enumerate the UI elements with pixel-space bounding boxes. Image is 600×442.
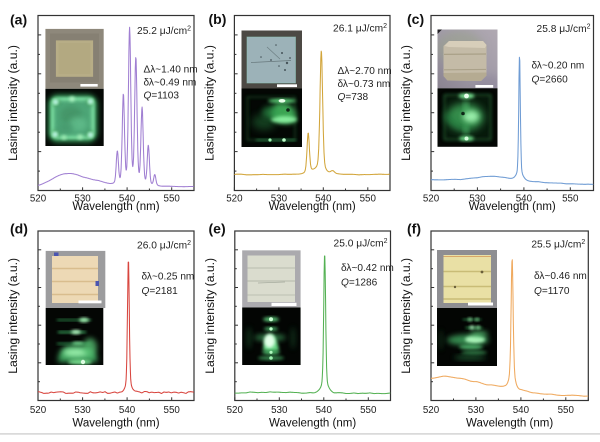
svg-text:Wavelength (nm): Wavelength (nm) (466, 418, 553, 430)
svg-text:550: 550 (558, 405, 575, 416)
svg-text:(b): (b) (209, 11, 227, 27)
svg-text:δλ~0.25 nm: δλ~0.25 nm (142, 272, 195, 283)
svg-text:(f): (f) (407, 221, 421, 237)
svg-text:δλ~0.20 nm: δλ~0.20 nm (532, 61, 585, 72)
svg-text:Q=738: Q=738 (338, 92, 369, 103)
svg-text:δλ~0.49 nm: δλ~0.49 nm (144, 78, 197, 89)
svg-text:520: 520 (423, 405, 440, 416)
svg-text:Q=2660: Q=2660 (532, 75, 569, 86)
svg-text:Wavelength (nm): Wavelength (nm) (72, 418, 159, 430)
svg-text:25.2 μJ/cm2: 25.2 μJ/cm2 (137, 26, 191, 38)
svg-text:26.1 μJ/cm2: 26.1 μJ/cm2 (333, 23, 387, 35)
svg-text:(e): (e) (209, 221, 226, 237)
svg-text:Lasing intensity (a.u.): Lasing intensity (a.u.) (6, 258, 20, 374)
svg-text:Δλ~1.40 nm: Δλ~1.40 nm (144, 65, 198, 76)
svg-text:520: 520 (423, 194, 440, 205)
svg-text:Wavelength (nm): Wavelength (nm) (269, 201, 356, 213)
svg-text:520: 520 (227, 405, 244, 416)
svg-text:550: 550 (164, 194, 181, 205)
svg-text:25.5 μJ/cm2: 25.5 μJ/cm2 (531, 239, 585, 251)
svg-text:520: 520 (30, 194, 47, 205)
svg-text:530: 530 (271, 405, 288, 416)
svg-text:δλ~0.46 nm: δλ~0.46 nm (534, 271, 587, 282)
svg-text:Q=2181: Q=2181 (142, 286, 179, 297)
svg-text:540: 540 (513, 405, 530, 416)
svg-text:Lasing intensity (a.u.): Lasing intensity (a.u.) (203, 258, 217, 374)
svg-text:(a): (a) (10, 12, 27, 28)
svg-text:550: 550 (360, 405, 377, 416)
svg-text:Lasing intensity (a.u.): Lasing intensity (a.u.) (399, 45, 413, 161)
svg-text:540: 540 (119, 405, 136, 416)
svg-text:Lasing intensity (a.u.): Lasing intensity (a.u.) (399, 258, 413, 374)
svg-text:520: 520 (226, 194, 243, 205)
svg-text:520: 520 (30, 405, 47, 416)
svg-text:Δλ~2.70 nm: Δλ~2.70 nm (338, 66, 392, 77)
svg-text:Wavelength (nm): Wavelength (nm) (269, 418, 356, 430)
svg-text:Lasing intensity (a.u.): Lasing intensity (a.u.) (202, 45, 216, 161)
svg-text:Q=1170: Q=1170 (534, 286, 570, 297)
svg-text:25.0 μJ/cm2: 25.0 μJ/cm2 (334, 238, 388, 250)
svg-text:540: 540 (316, 405, 333, 416)
svg-text:δλ~0.42 nm: δλ~0.42 nm (341, 263, 394, 274)
svg-text:530: 530 (74, 405, 91, 416)
svg-text:(c): (c) (407, 11, 424, 27)
svg-text:25.8 μJ/cm2: 25.8 μJ/cm2 (537, 24, 591, 36)
svg-text:Q=1103: Q=1103 (144, 91, 180, 102)
svg-text:(d): (d) (10, 221, 28, 237)
svg-text:Wavelength (nm): Wavelength (nm) (72, 201, 159, 213)
svg-text:δλ~0.73 nm: δλ~0.73 nm (338, 79, 391, 90)
svg-text:550: 550 (562, 194, 579, 205)
svg-text:Lasing intensity (a.u.): Lasing intensity (a.u.) (6, 45, 20, 161)
svg-text:Q=1286: Q=1286 (341, 278, 378, 289)
svg-text:530: 530 (468, 405, 485, 416)
svg-text:550: 550 (360, 194, 377, 205)
svg-text:Wavelength (nm): Wavelength (nm) (469, 201, 556, 213)
svg-text:26.0 μJ/cm2: 26.0 μJ/cm2 (137, 240, 191, 252)
svg-text:550: 550 (164, 405, 181, 416)
